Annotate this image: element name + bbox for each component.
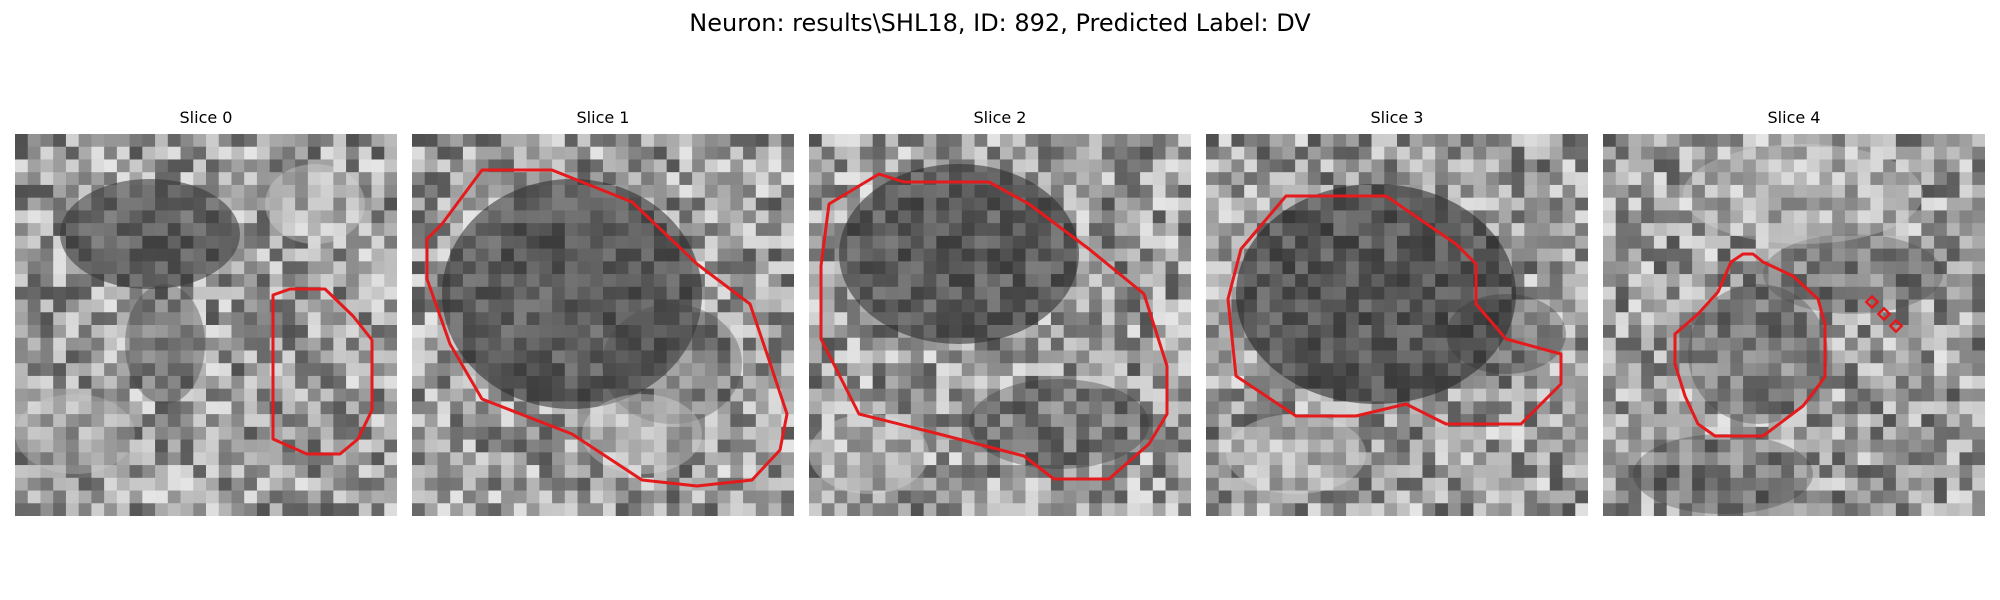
slice-panel-0: Slice 0 [15, 100, 397, 518]
slice-panel-1: Slice 1 [412, 100, 794, 518]
contour-3 [1226, 194, 1563, 426]
figure-title: Neuron: results\SHL18, ID: 892, Predicte… [689, 9, 1311, 37]
contour-4-fragment [1876, 306, 1892, 322]
shading-4 [1633, 144, 1943, 514]
contour-0 [271, 287, 374, 456]
slice-title-1: Slice 1 [576, 108, 630, 127]
shading-2 [809, 164, 1149, 494]
slice-image-4 [1603, 134, 1985, 516]
slice-title-0: Slice 0 [179, 108, 233, 127]
slice-panel-4: Slice 4 [1603, 100, 1985, 518]
slice-svg-0 [15, 134, 397, 516]
slice-title-2: Slice 2 [973, 108, 1027, 127]
shading-3 [1226, 184, 1566, 494]
slice-svg-2 [809, 134, 1191, 516]
slice-svg-4 [1603, 134, 1985, 516]
slice-svg-3 [1206, 134, 1588, 516]
contour-1 [425, 168, 789, 488]
shading-0 [15, 164, 365, 474]
slice-panel-2: Slice 2 [809, 100, 1191, 518]
slice-image-0 [15, 134, 397, 516]
shading-1 [442, 179, 742, 474]
grain-4 [1603, 134, 1985, 516]
slice-title-3: Slice 3 [1370, 108, 1424, 127]
slice-image-2 [809, 134, 1191, 516]
contour-4 [1673, 252, 1827, 438]
contour-4-fragment [1888, 318, 1904, 334]
slice-image-1 [412, 134, 794, 516]
slice-image-3 [1206, 134, 1588, 516]
slice-panel-3: Slice 3 [1206, 100, 1588, 518]
slice-title-4: Slice 4 [1767, 108, 1821, 127]
contour-4-fragment [1864, 294, 1880, 310]
contour-2 [819, 172, 1169, 481]
slice-svg-1 [412, 134, 794, 516]
